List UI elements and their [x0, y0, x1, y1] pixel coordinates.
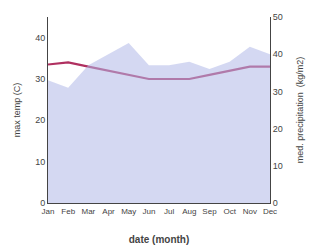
svg-text:med. precipitation (kg/m2): med. precipitation (kg/m2): [295, 57, 305, 164]
svg-text:Apr: Apr: [102, 207, 115, 216]
svg-text:Oct: Oct: [223, 207, 236, 216]
svg-text:date (month): date (month): [129, 234, 190, 245]
svg-text:50: 50: [273, 12, 283, 22]
svg-text:40: 40: [35, 33, 45, 43]
svg-text:40: 40: [273, 49, 283, 59]
svg-text:Jun: Jun: [142, 207, 155, 216]
svg-text:Nov: Nov: [243, 207, 257, 216]
svg-text:Dec: Dec: [263, 207, 277, 216]
svg-text:Sep: Sep: [202, 207, 217, 216]
svg-text:30: 30: [273, 87, 283, 97]
svg-text:May: May: [121, 207, 136, 216]
svg-text:max temp (C): max temp (C): [12, 83, 22, 138]
svg-text:0: 0: [273, 198, 278, 208]
svg-text:Aug: Aug: [182, 207, 196, 216]
svg-text:20: 20: [273, 124, 283, 134]
svg-text:Jul: Jul: [164, 207, 174, 216]
svg-text:10: 10: [35, 157, 45, 167]
svg-text:0: 0: [40, 198, 45, 208]
svg-text:10: 10: [273, 161, 283, 171]
svg-text:20: 20: [35, 115, 45, 125]
svg-text:Feb: Feb: [61, 207, 75, 216]
svg-text:30: 30: [35, 74, 45, 84]
svg-text:Jan: Jan: [42, 207, 55, 216]
svg-text:Mar: Mar: [81, 207, 95, 216]
